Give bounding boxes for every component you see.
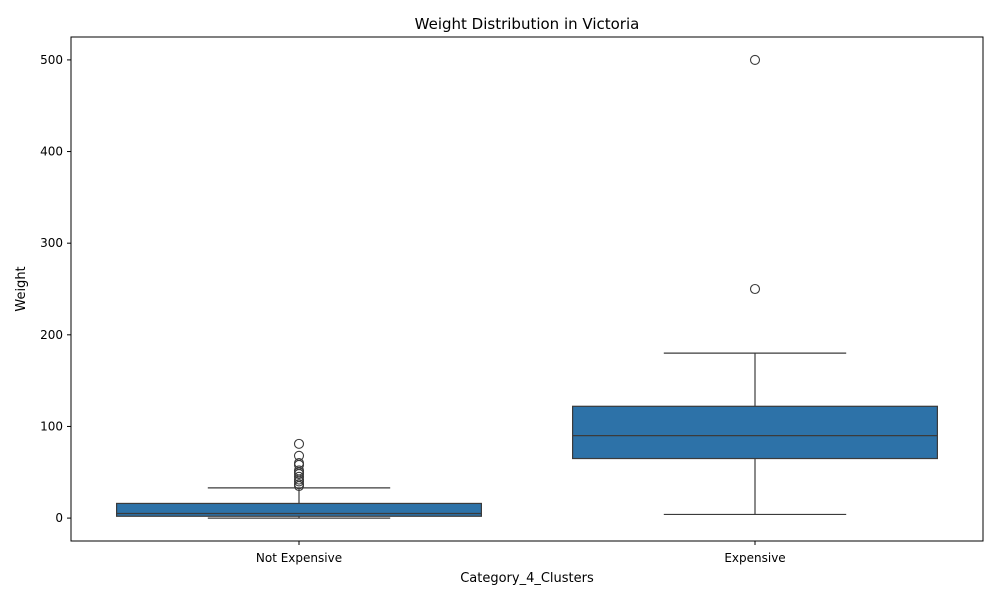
box-group xyxy=(571,54,938,516)
chart-title: Weight Distribution in Victoria xyxy=(415,15,640,33)
x-tick-label: Not Expensive xyxy=(256,551,342,565)
outlier-point xyxy=(749,54,761,65)
y-axis-label: Weight xyxy=(14,266,29,311)
y-tick-label: 200 xyxy=(40,328,63,342)
axes: Not Expensive Expensive 0 100 200 300 400 500 xyxy=(40,53,786,565)
outlier-point xyxy=(293,479,305,490)
y-tick-label: 100 xyxy=(40,419,63,433)
box-group xyxy=(115,438,482,519)
outlier-point xyxy=(749,283,761,295)
iqr-box xyxy=(571,405,938,460)
outlier-point xyxy=(293,465,305,476)
y-tick-label: 400 xyxy=(40,145,63,159)
y-tick-label: 0 xyxy=(55,511,63,525)
outlier-point xyxy=(293,458,305,469)
x-axis-label: Category_4_Clusters xyxy=(460,571,594,586)
x-tick-label: Expensive xyxy=(724,551,785,565)
y-tick-label: 500 xyxy=(40,53,63,67)
outlier-point xyxy=(293,438,305,449)
plot-area xyxy=(115,54,938,519)
plot-frame xyxy=(70,36,984,542)
outlier-point xyxy=(293,471,305,482)
iqr-box xyxy=(115,502,482,517)
y-tick-label: 300 xyxy=(40,236,63,250)
outlier-point xyxy=(293,450,305,461)
